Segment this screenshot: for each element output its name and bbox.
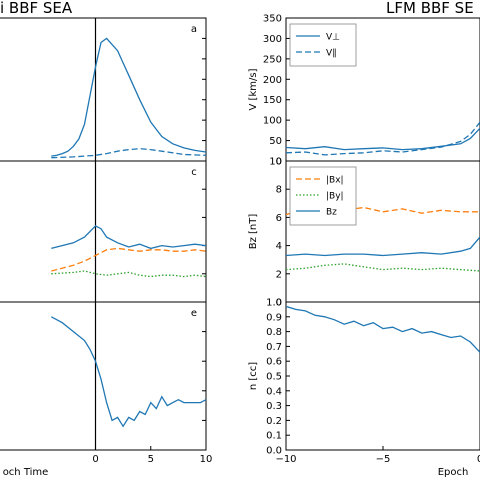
panel-f-xtick-label: 0 <box>477 454 480 465</box>
panel-f-ytick-label: 0.2 <box>266 416 282 427</box>
panel-f-series-1-line <box>286 305 480 353</box>
panel-d-series-3-line <box>286 236 480 257</box>
panel-f-ytick-label: 0.3 <box>266 401 282 412</box>
panel-d-ytick-label: 2 <box>276 269 282 280</box>
panel-d-legend-box <box>289 166 357 226</box>
panel-b-series-2-line <box>286 121 480 156</box>
panel-d-series-1-line <box>286 205 480 216</box>
panel-b-ytick-label: 150 <box>263 95 282 106</box>
panel-b-ytick-label: 50 <box>269 136 282 147</box>
panel-d-ytick-label: 4 <box>276 241 282 252</box>
panel-c-series-3-line <box>51 270 206 278</box>
panel-e-letter: e <box>191 308 197 319</box>
panel-f-ytick-label: 0.9 <box>266 312 282 323</box>
panel-b-series-1-line <box>286 127 480 151</box>
panel-d-legend-label: |Bx| <box>326 176 344 186</box>
panel-f-frame <box>285 301 480 451</box>
panel-d-series-2-line <box>286 263 480 272</box>
panel-f-xtick-label: −5 <box>376 454 391 465</box>
panel-f-ytick-label: 0.7 <box>266 342 282 353</box>
panel-b-ytick-label: 100 <box>263 116 282 127</box>
panel-d-ytick-label: 0 <box>276 298 282 309</box>
panel-d-legend-label: |By| <box>326 192 344 202</box>
panel-c-letter: c <box>191 167 197 178</box>
panel-d-ytick-label: 8 <box>276 185 282 196</box>
panel-a-frame <box>0 17 207 162</box>
panel-f-ytick-label: 0.1 <box>266 431 282 442</box>
panel-b-ytick-label: 300 <box>263 34 282 45</box>
panel-d-legend-label: Bz <box>326 208 337 218</box>
panel-f-ytick-label: 1.0 <box>266 298 282 309</box>
panel-f-xlabel: Epoch <box>438 467 469 478</box>
panel-d-ytick-label: 10 <box>269 157 282 168</box>
panel-f-ytick-label: 0.4 <box>266 386 282 397</box>
panel-f-ylabel: n [cc] <box>248 362 259 390</box>
panel-f-ytick-label: 0.8 <box>266 327 282 338</box>
panel-e-xtick-label: 5 <box>148 454 154 465</box>
panel-b-ytick-label: 0 <box>276 157 282 168</box>
panel-a-series-1-line <box>51 37 206 157</box>
panel-c-series-2-line <box>51 247 206 272</box>
panel-b-ytick-label: 250 <box>263 54 282 65</box>
panel-b-ytick-label: 350 <box>263 14 282 25</box>
panel-b-legend-label: V∥ <box>326 49 337 59</box>
panel-c-series-1-line <box>51 225 206 250</box>
panel-a-series-2-line <box>51 148 206 159</box>
right-figure-title: LFM BBF SE <box>386 0 474 17</box>
panel-a-letter: a <box>191 24 197 35</box>
panel-f-ytick-label: 0.6 <box>266 357 282 368</box>
panel-f-ytick-label: 0.5 <box>266 372 282 383</box>
panel-b-legend-box <box>289 23 357 67</box>
panel-b-legend-label: V⊥ <box>326 33 340 43</box>
panel-e-xtick-label: 10 <box>200 454 213 465</box>
panel-d-ylabel: Bz [nT] <box>248 214 259 250</box>
left-figure-title: i BBF SEA <box>0 0 73 17</box>
panel-e-frame <box>0 301 207 451</box>
panel-e-xtick-label: 0 <box>92 454 98 465</box>
panel-b-ytick-label: 200 <box>263 75 282 86</box>
panel-f-xtick-label: −10 <box>275 454 296 465</box>
panel-f-ytick-label: 0.0 <box>266 446 282 457</box>
panel-e-xlabel: och Time <box>3 467 49 478</box>
panel-e-series-1-line <box>50 316 206 428</box>
panel-d-ytick-label: 6 <box>276 213 282 224</box>
panel-b-ylabel: V [km/s] <box>248 68 259 110</box>
